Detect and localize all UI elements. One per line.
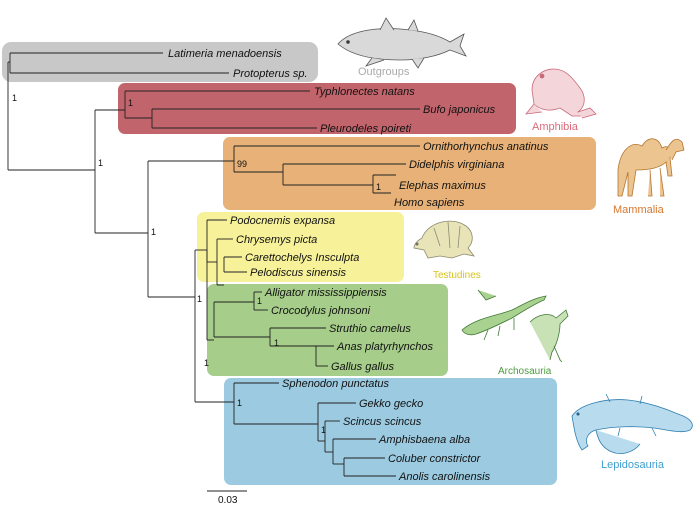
taxon-label: Pelodiscus sinensis [250,267,346,279]
support-value-amphibia: 1 [128,98,133,108]
taxon-label: Gallus gallus [331,361,394,373]
taxon-label: Sphenodon punctatus [282,378,390,390]
support-value-sauropsida: 1 [151,227,156,237]
taxon-label: Homo sapiens [394,197,465,209]
support-value-squamata: 1 [321,425,326,435]
taxon-label: Didelphis virginiana [409,159,504,171]
taxon-label: Amphisbaena alba [378,434,470,446]
taxon-label: Gekko gecko [359,398,423,410]
archosauria-box [207,284,448,376]
group-label-testudines: Testudines [433,270,481,281]
support-value-mammalia: 99 [237,159,247,169]
group-label-amphibia: Amphibia [532,121,579,133]
tree-branches [7,52,420,477]
support-value-crocodylia: 1 [257,296,262,306]
lepidosauria-box [224,378,557,485]
taxon-label: Typhlonectes natans [314,86,415,98]
taxon-label: Latimeria menadoensis [168,48,282,60]
taxon-label: Podocnemis expansa [230,215,335,227]
scale-bar-label: 0.03 [218,495,238,505]
taxon-label: Chrysemys picta [236,234,317,246]
group-label-outgroups: Outgroups [358,66,410,78]
camel-icon [617,138,685,197]
support-value-tetrapoda: 1 [98,158,103,168]
taxon-label: Carettochelys Insculpta [245,252,359,264]
support-value-root: 1 [12,93,17,103]
testudines-box [197,212,404,282]
taxon-label: Bufo japonicus [423,104,496,116]
taxon-label: Alligator mississippiensis [264,287,387,299]
support-value-lepidosauria: 1 [237,398,242,408]
lizard-icon [571,393,693,454]
support-value-archosauria: 1 [204,358,209,368]
taxon-label: Elephas maximus [399,180,486,192]
taxon-label: Protopterus sp. [233,68,308,80]
support-value-archelosauria: 1 [197,294,202,304]
support-values: 1 1 1 99 1 1 1 1 1 1 1 1 [12,93,381,435]
taxon-label: Coluber constrictor [388,453,482,465]
amphibia-box [118,83,516,134]
support-value-eutheria: 1 [376,182,381,192]
frog-icon [525,68,597,119]
turtle-icon [413,220,475,259]
group-label-mammalia: Mammalia [613,204,665,216]
taxon-label: Crocodylus johnsoni [271,305,371,317]
taxon-label: Pleurodeles poireti [320,123,412,135]
taxon-label: Anolis carolinensis [398,471,491,483]
group-label-lepidosauria: Lepidosauria [601,459,665,471]
taxon-labels: Latimeria menadoensis Protopterus sp. Ty… [168,48,549,483]
group-label-archosauria: Archosauria [498,366,552,377]
crocodile-and-bird-icon [461,289,569,363]
outgroups-box [2,42,318,82]
taxon-label: Ornithorhynchus anatinus [423,141,549,153]
taxon-label: Scincus scincus [343,416,422,428]
taxon-label: Anas platyrhynchos [336,341,433,353]
mammalia-box [223,137,596,210]
support-value-aves: 1 [274,338,279,348]
taxon-label: Struthio camelus [329,323,411,335]
coelacanth-icon [337,17,467,69]
